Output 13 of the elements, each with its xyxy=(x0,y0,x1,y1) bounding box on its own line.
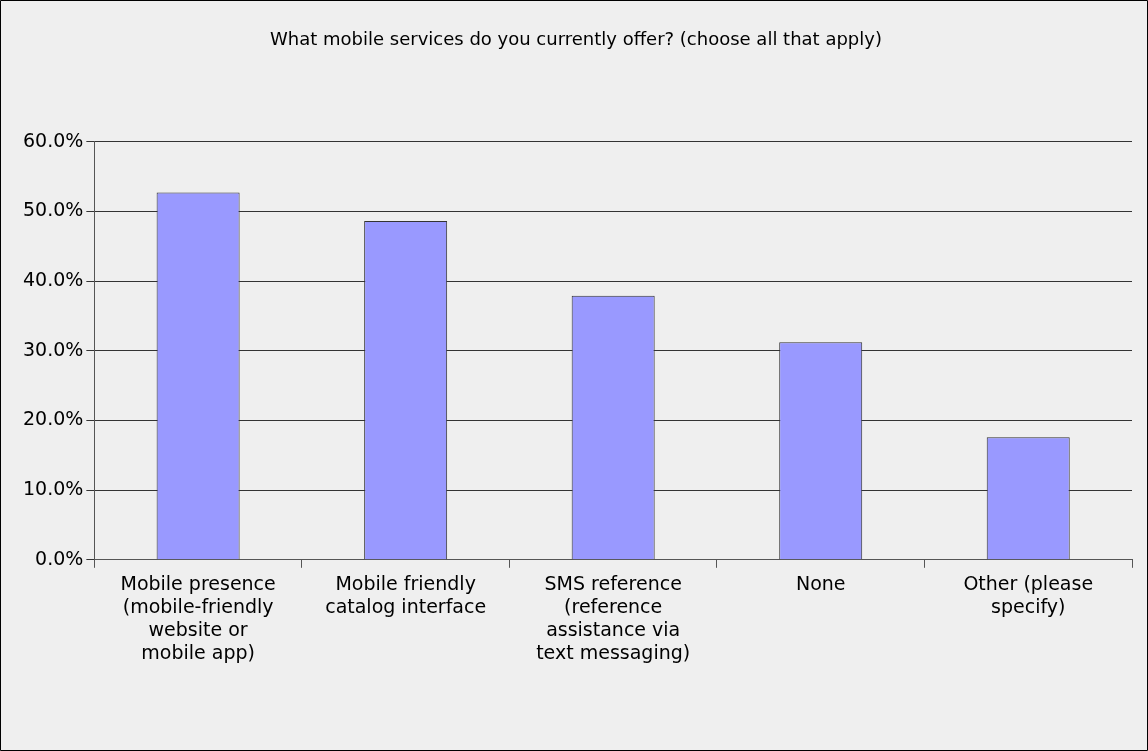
x-tick-label: Mobile friendly catalog interface xyxy=(325,572,487,617)
y-tick-label: 60.0% xyxy=(23,128,84,151)
chart-title: What mobile services do you currently offer? (choose all that apply) xyxy=(270,28,882,50)
y-tick-label: 10.0% xyxy=(23,477,84,500)
x-tick-label: None xyxy=(795,572,846,595)
y-tick-label: 40.0% xyxy=(23,267,84,290)
x-tick-label: Other (please specify) xyxy=(963,572,1094,617)
y-tick-label: 0.0% xyxy=(35,546,84,569)
x-tick-label: SMS reference (reference assistance via text messaging) xyxy=(536,572,691,663)
y-tick-label: 30.0% xyxy=(23,337,84,360)
y-tick-label: 50.0% xyxy=(23,198,84,221)
y-tick-label: 20.0% xyxy=(23,407,84,430)
x-tick-label: Mobile presence (mobile-friendly website or mobile app) xyxy=(120,572,276,663)
